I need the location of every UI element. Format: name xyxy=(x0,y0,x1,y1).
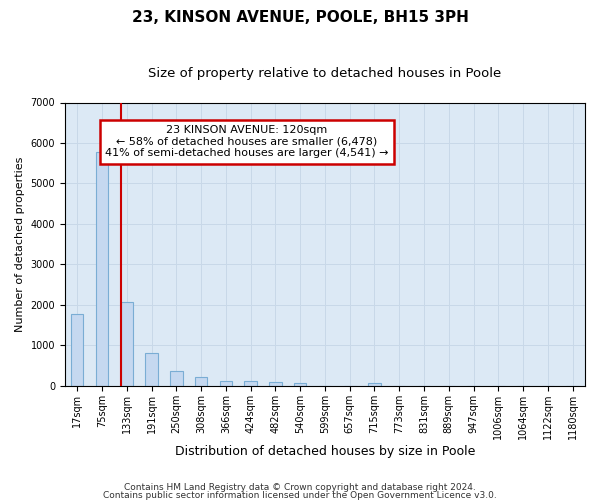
Bar xyxy=(145,354,158,386)
X-axis label: Distribution of detached houses by size in Poole: Distribution of detached houses by size … xyxy=(175,444,475,458)
Bar xyxy=(121,302,133,386)
Bar xyxy=(195,377,208,386)
Bar xyxy=(269,382,281,386)
Bar xyxy=(220,380,232,386)
Bar xyxy=(170,371,182,386)
Bar xyxy=(96,152,108,386)
Title: Size of property relative to detached houses in Poole: Size of property relative to detached ho… xyxy=(148,68,502,80)
Text: Contains public sector information licensed under the Open Government Licence v3: Contains public sector information licen… xyxy=(103,490,497,500)
Bar xyxy=(71,314,83,386)
Bar xyxy=(244,381,257,386)
Text: 23, KINSON AVENUE, POOLE, BH15 3PH: 23, KINSON AVENUE, POOLE, BH15 3PH xyxy=(131,10,469,25)
Bar xyxy=(368,383,380,386)
Y-axis label: Number of detached properties: Number of detached properties xyxy=(15,156,25,332)
Text: 23 KINSON AVENUE: 120sqm
← 58% of detached houses are smaller (6,478)
41% of sem: 23 KINSON AVENUE: 120sqm ← 58% of detach… xyxy=(105,125,389,158)
Text: Contains HM Land Registry data © Crown copyright and database right 2024.: Contains HM Land Registry data © Crown c… xyxy=(124,484,476,492)
Bar xyxy=(294,383,307,386)
